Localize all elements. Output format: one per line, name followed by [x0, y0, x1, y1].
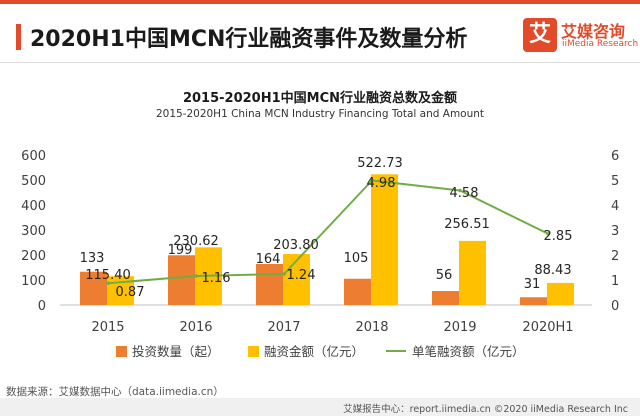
y-left-tick-label: 600 [21, 149, 46, 164]
brand-logo: 艾 艾媒咨询 iiMedia Research [523, 16, 638, 56]
page-header: 2020H1中国MCN行业融资事件及数量分析 艾 艾媒咨询 iiMedia Re… [0, 4, 640, 62]
line-avg-financing [107, 179, 549, 285]
line-point [370, 178, 374, 183]
top-accent-bar [0, 0, 640, 4]
line-point [546, 231, 550, 236]
bar-financing-amount [371, 174, 398, 305]
legend-label: 投资数量（起） [132, 344, 220, 359]
y-right-tick-label: 5 [611, 174, 619, 189]
bar-investment-count [520, 297, 547, 305]
y-right-tick-label: 4 [611, 199, 619, 214]
data-label-amount: 115.40 [85, 268, 131, 283]
legend-label: 单笔融资额（亿元） [412, 344, 525, 359]
line-point [194, 274, 198, 278]
legend-label: 融资金额（亿元） [264, 344, 364, 359]
data-label-avg: 1.16 [202, 271, 231, 286]
x-tick-label: 2016 [179, 320, 212, 335]
y-right-tick-label: 1 [611, 274, 619, 289]
header-divider [0, 62, 640, 63]
data-label-amount: 522.73 [357, 156, 403, 171]
page-title: 2020H1中国MCN行业融资事件及数量分析 [30, 27, 468, 52]
data-label-count: 133 [80, 251, 105, 266]
y-right-tick-label: 3 [611, 224, 619, 239]
logo-cn-text: 艾媒咨询 [561, 22, 626, 41]
bar-investment-count [256, 264, 283, 305]
data-label-avg: 2.85 [544, 229, 573, 244]
data-label-amount: 256.51 [444, 217, 490, 232]
line-point [282, 272, 286, 276]
title-accent-mark [16, 24, 21, 50]
y-right-tick-label: 2 [611, 249, 619, 264]
x-tick-label: 2018 [355, 320, 388, 335]
legend-swatch [116, 346, 127, 357]
data-source-note: 数据来源：艾媒数据中心（data.iimedia.cn） [6, 386, 224, 398]
bar-financing-amount [459, 240, 486, 305]
x-tick-label: 2019 [443, 320, 476, 335]
y-right-tick-label: 0 [611, 299, 619, 314]
data-label-amount: 88.43 [534, 263, 571, 278]
x-tick-label: 2017 [267, 320, 300, 335]
logo-mark-icon: 艾 [523, 18, 557, 52]
line-point [458, 188, 462, 193]
y-left-tick-label: 300 [21, 224, 46, 239]
data-label-amount: 203.80 [273, 238, 319, 253]
footer-text: 艾媒报告中心：report.iimedia.cn ©2020 iiMedia R… [343, 404, 628, 415]
bar-investment-count [432, 291, 459, 305]
x-tick-label: 2015 [91, 320, 124, 335]
y-left-tick-label: 0 [38, 299, 46, 314]
data-label-avg: 4.98 [367, 176, 396, 191]
data-label-count: 199 [168, 243, 193, 258]
bar-financing-amount [283, 254, 310, 305]
chart-title: 2015-2020H1中国MCN行业融资总数及金额 [182, 91, 458, 106]
y-left-tick-label: 100 [21, 274, 46, 289]
y-left-tick-label: 500 [21, 174, 46, 189]
data-label-avg: 1.24 [287, 268, 316, 283]
data-label-avg: 4.58 [450, 186, 479, 201]
page-footer: 艾媒报告中心：report.iimedia.cn ©2020 iiMedia R… [0, 398, 640, 416]
y-right-tick-label: 6 [611, 149, 619, 164]
bar-financing-amount [547, 282, 574, 305]
bar-investment-count [80, 271, 107, 305]
data-label-avg: 0.87 [116, 285, 145, 300]
x-tick-label: 2020H1 [522, 320, 573, 335]
line-point [106, 281, 110, 286]
bar-investment-count [344, 278, 371, 305]
data-label-count: 164 [256, 252, 281, 267]
bar-investment-count [168, 255, 195, 305]
y-left-tick-label: 400 [21, 199, 46, 214]
data-label-count: 56 [436, 268, 453, 283]
legend-swatch [248, 346, 259, 357]
y-left-tick-label: 200 [21, 249, 46, 264]
logo-en-text: iiMedia Research [562, 39, 639, 49]
chart-subtitle: 2015-2020H1 China MCN Industry Financing… [155, 108, 485, 120]
data-label-amount: 230.62 [173, 234, 219, 249]
data-label-count: 31 [524, 277, 541, 292]
data-label-count: 105 [344, 251, 369, 266]
